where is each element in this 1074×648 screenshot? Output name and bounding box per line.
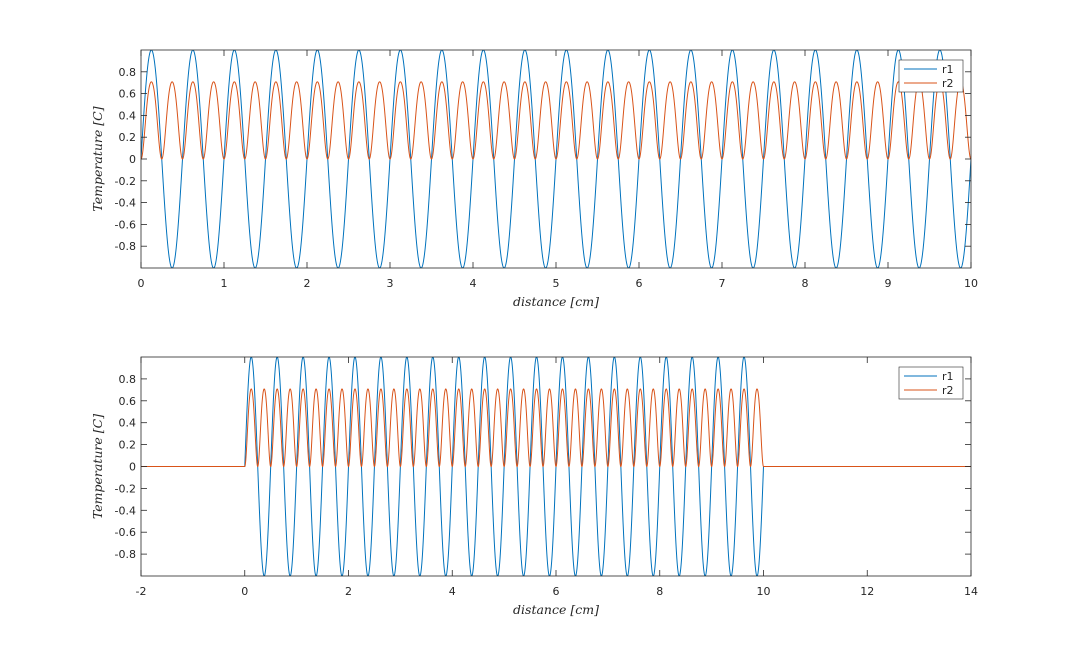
legend-box [898,59,964,93]
x-tick-label: 6 [553,585,560,598]
chart-top: 0 1 2 3 4 5 6 7 8 9 10 -0.8 -0.6 -0.4 -0.2 0 0.2 0.4 0.6 0.… [90,49,978,309]
legend-box [898,366,964,400]
y-tick-label: 0.2 [119,131,137,144]
x-tick-label: 1 [221,277,228,290]
y-tick-label: 0.4 [119,417,137,430]
legend-label-r2: r2 [942,384,954,397]
x-tick-label: 10 [964,277,978,290]
y-tick-label: 0.4 [119,109,137,122]
y-tick-label: -0.2 [115,175,136,188]
y-tick-label: 0.6 [119,88,137,101]
x-tick-label: 0 [138,277,145,290]
x-axis-label: distance [cm] [513,602,599,617]
y-tick-label: -0.8 [115,240,136,253]
x-tick-label: 2 [304,277,311,290]
x-tick-label: 4 [449,585,456,598]
x-tick-label: 0 [241,585,248,598]
y-tick-label: -0.4 [115,197,136,210]
x-tick-label: 14 [964,585,978,598]
x-axis-label: distance [cm] [513,294,599,309]
x-tick-label: 8 [802,277,809,290]
x-tick-label: 10 [757,585,771,598]
x-tick-label: 5 [553,277,560,290]
series-group [141,357,971,576]
x-tick-label: 3 [387,277,394,290]
y-axis-label: Temperature [C] [90,106,105,211]
series-line-r2 [141,388,971,468]
x-tick-label: 9 [885,277,892,290]
chart-bottom: -2 0 2 4 6 8 10 12 14 -0.8 -0.6 -0.4 -0.2 0 0.2 0.4 0.6 0… [90,356,978,617]
y-tick-label: 0.2 [119,439,137,452]
series-line-r2 [141,81,971,160]
series-group [141,50,971,268]
x-tick-label: 8 [656,585,663,598]
legend-label-r2: r2 [942,77,954,90]
y-tick-label: -0.6 [115,526,136,539]
x-tick-label: 6 [636,277,643,290]
y-axis-label: Temperature [C] [90,414,105,519]
y-tick-label: 0.6 [119,395,137,408]
x-tick-label: 12 [860,585,874,598]
y-tick-label: 0.8 [119,66,137,79]
y-tick-label: -0.4 [115,504,136,517]
x-tick-label: -2 [136,585,147,598]
y-tick-label: 0.8 [119,373,137,386]
x-tick-label: 7 [719,277,726,290]
y-tick-label: 0 [129,461,136,474]
x-tick-label: 4 [470,277,477,290]
legend-label-r1: r1 [942,370,954,383]
y-tick-label: -0.2 [115,482,136,495]
y-tick-label: -0.8 [115,548,136,561]
legend-label-r1: r1 [942,63,954,76]
y-tick-label: 0 [129,153,136,166]
y-tick-label: -0.6 [115,218,136,231]
x-tick-label: 2 [345,585,352,598]
